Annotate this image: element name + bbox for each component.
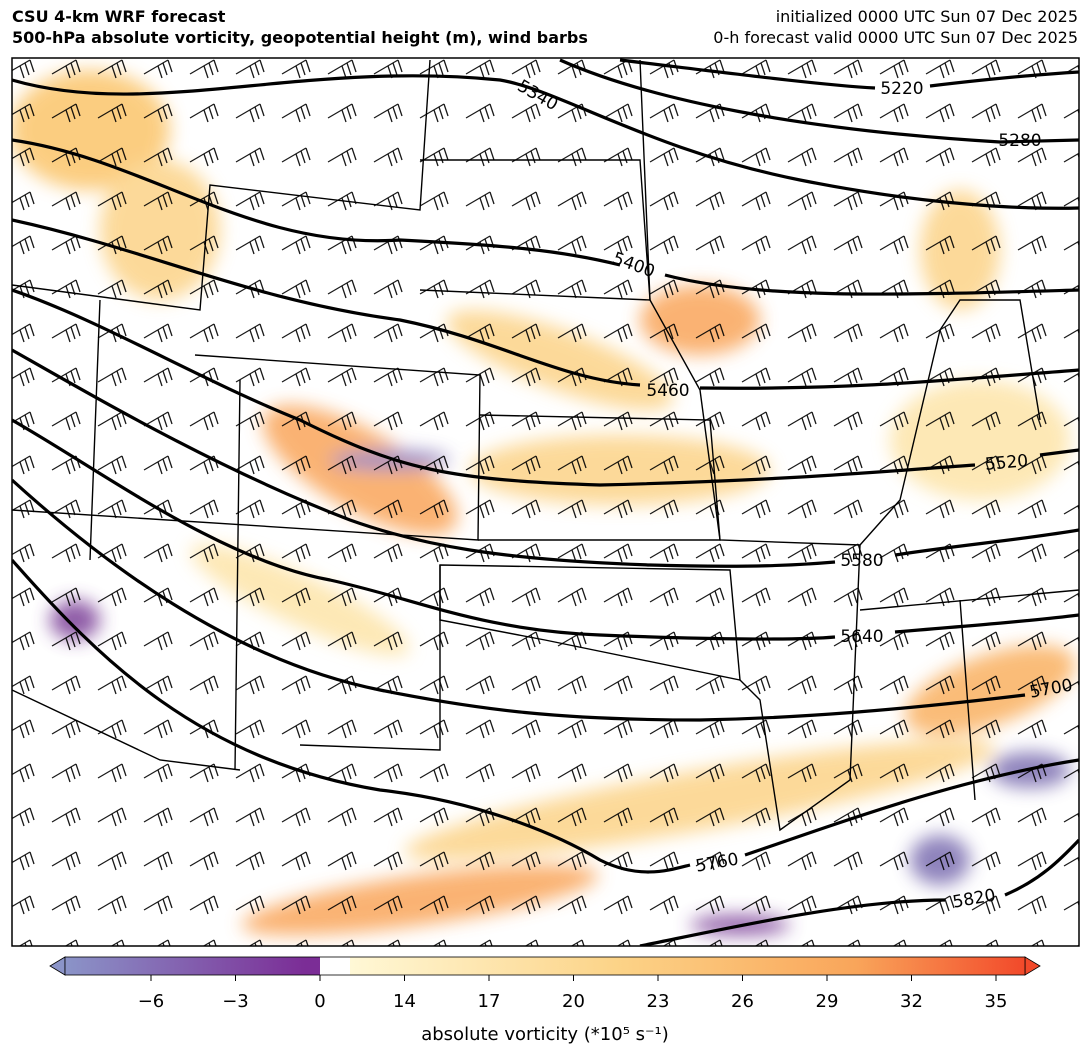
colorbar-tick-label: 29: [816, 991, 839, 1012]
colorbar-tick-label: 14: [393, 991, 416, 1012]
colorbar-tick-label: −3: [222, 991, 249, 1012]
colorbar-tick-label: 20: [562, 991, 585, 1012]
colorbar-tick-label: 0: [314, 991, 325, 1012]
colorbar-tick-label: 17: [478, 991, 501, 1012]
title-line-1: CSU 4-km WRF forecast: [12, 7, 226, 26]
colorbar-tick-label: 32: [900, 991, 923, 1012]
colorbar-tick-label: 35: [985, 991, 1008, 1012]
map-frame: [11, 57, 1080, 947]
colorbar-label: absolute vorticity (*10⁵ s⁻¹): [421, 1024, 669, 1045]
contour-label: 5280: [998, 131, 1041, 151]
contour-label: 5460: [646, 381, 689, 401]
colorbar: −6 −3 0 14 17 20 23 26 29 32 35: [49, 956, 1041, 1012]
title-line-2: 500-hPa absolute vorticity, geopotential…: [12, 28, 588, 47]
colorbar-tick-label: 23: [647, 991, 670, 1012]
colorbar-tick-label: −6: [138, 991, 165, 1012]
contour-label: 5580: [840, 551, 883, 571]
contour-label: 5220: [880, 79, 923, 99]
contour-label: 5520: [984, 451, 1029, 475]
contour-label: 5640: [840, 627, 883, 647]
height-contours: [12, 58, 1079, 946]
valid-time: 0-h forecast valid 0000 UTC Sun 07 Dec 2…: [713, 28, 1078, 47]
colorbar-tick-label: 26: [731, 991, 754, 1012]
map-area: 5220528053405400546055205580564057005760…: [12, 58, 1079, 946]
init-time: initialized 0000 UTC Sun 07 Dec 2025: [776, 7, 1078, 26]
